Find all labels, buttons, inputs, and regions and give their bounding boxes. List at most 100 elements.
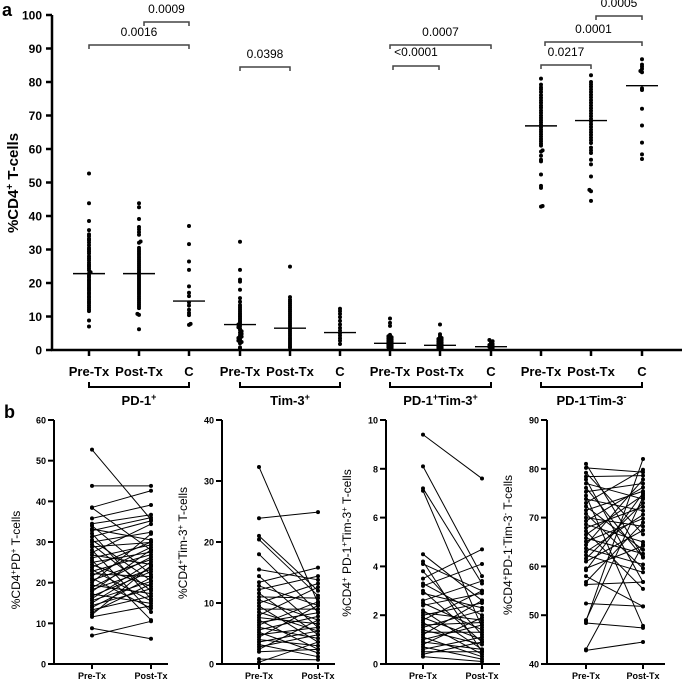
data-point-pre: [421, 561, 425, 566]
data-point-post: [149, 518, 153, 523]
paired-line: [585, 529, 644, 562]
data-point-pre: [584, 529, 588, 534]
group-bracket: [540, 382, 643, 388]
paired-line: [258, 535, 319, 592]
paired-line: [422, 600, 483, 636]
data-point-pre: [584, 477, 588, 482]
data-point: [640, 57, 644, 62]
superscript: +: [9, 570, 18, 575]
data-point-post: [316, 647, 320, 652]
data-point-pre: [90, 531, 94, 536]
data-point-post: [149, 488, 153, 493]
data-point-pre: [257, 657, 261, 662]
data-point-post: [149, 586, 153, 591]
data-point-pre: [584, 489, 588, 494]
data-point-post: [480, 476, 484, 481]
y-tick-label: 40: [36, 497, 46, 507]
paired-line: [585, 487, 644, 558]
paired-line: [258, 511, 319, 519]
data-point-pre: [90, 534, 94, 539]
significance-bracket: [595, 15, 643, 20]
paired-line: [585, 502, 644, 559]
data-point-post: [316, 603, 320, 608]
data-point-post: [149, 540, 153, 544]
paired-line: [585, 522, 644, 583]
paired-line: [585, 482, 644, 500]
y-tick-label: 50: [529, 611, 539, 621]
y-tick-label: 10: [29, 310, 43, 324]
significance-bracket: [389, 44, 492, 49]
y-tick-label: 70: [29, 109, 43, 123]
group-label: PD-1+Tim-3+: [403, 392, 478, 408]
data-point-post: [641, 555, 645, 560]
data-point: [540, 148, 545, 153]
paired-line: [422, 622, 483, 655]
paired-line: [585, 544, 644, 650]
y-axis-title: %CD4+ T-cells: [5, 133, 23, 233]
data-point: [540, 203, 545, 208]
paired-line: [91, 554, 152, 572]
paired-line: [585, 475, 644, 478]
y-axis-title: %CD4+PD+ T-cells: [9, 511, 24, 610]
paired-line: [258, 586, 319, 616]
y-tick-label: 10: [36, 619, 46, 629]
data-point-post: [641, 524, 645, 529]
superscript: +: [9, 548, 18, 553]
paired-line: [91, 531, 152, 543]
paired-line: [91, 523, 152, 554]
x-tick-label: Post-Tx: [134, 671, 167, 681]
paired-line: [585, 641, 644, 651]
data-point-post: [316, 599, 320, 604]
paired-line: [91, 504, 152, 519]
panel-letter-b: b: [4, 402, 15, 422]
data-point-post: [316, 640, 320, 645]
data-point-post: [149, 603, 153, 608]
paired-line: [258, 619, 319, 650]
paired-line: [585, 602, 644, 607]
data-point-pre: [584, 582, 588, 587]
data-point-post: [316, 632, 320, 637]
y-tick-label: 0: [41, 660, 46, 670]
data-point-pre: [257, 660, 261, 665]
significance-bracket: [540, 64, 592, 69]
group-bracket: [88, 382, 190, 388]
data-point: [338, 322, 342, 327]
data-point: [640, 140, 644, 145]
data-point-pre: [257, 587, 261, 592]
data-point-pre: [421, 654, 425, 659]
paired-line: [91, 541, 152, 548]
data-point: [388, 323, 392, 328]
data-point-pre: [584, 465, 588, 470]
paired-line: [258, 583, 319, 604]
data-point-pre: [584, 556, 588, 561]
data-point-post: [641, 512, 645, 517]
group-bracket: [389, 382, 492, 388]
y-tick-label: 30: [36, 538, 46, 548]
y-axis-title: %CD4+PD-1-Tim-3- T-cells: [501, 475, 516, 615]
paired-line: [258, 575, 319, 591]
data-point-post: [641, 500, 645, 505]
data-point: [87, 228, 91, 233]
data-point-post: [316, 565, 320, 570]
data-point-post: [149, 547, 153, 552]
data-point-post: [641, 491, 645, 496]
p-value-label: <0.0001: [394, 45, 438, 59]
data-point-pre: [584, 568, 588, 573]
data-point: [87, 171, 91, 176]
data-point-post: [641, 640, 645, 645]
paired-line: [585, 467, 644, 473]
data-point-pre: [584, 485, 588, 490]
y-axis-title: %CD4+Tim-3+ T-cells: [176, 487, 191, 599]
data-point-post: [641, 481, 645, 486]
data-point: [238, 287, 242, 292]
data-point: [187, 224, 191, 229]
data-point-post: [641, 542, 645, 547]
data-point-pre: [584, 519, 588, 524]
data-point-pre: [90, 544, 94, 549]
data-point: [438, 322, 442, 327]
data-point-pre: [584, 511, 588, 516]
data-point-pre: [421, 583, 425, 588]
data-point: [87, 232, 91, 237]
data-point: [338, 315, 342, 320]
x-tick-label: C: [486, 364, 496, 379]
